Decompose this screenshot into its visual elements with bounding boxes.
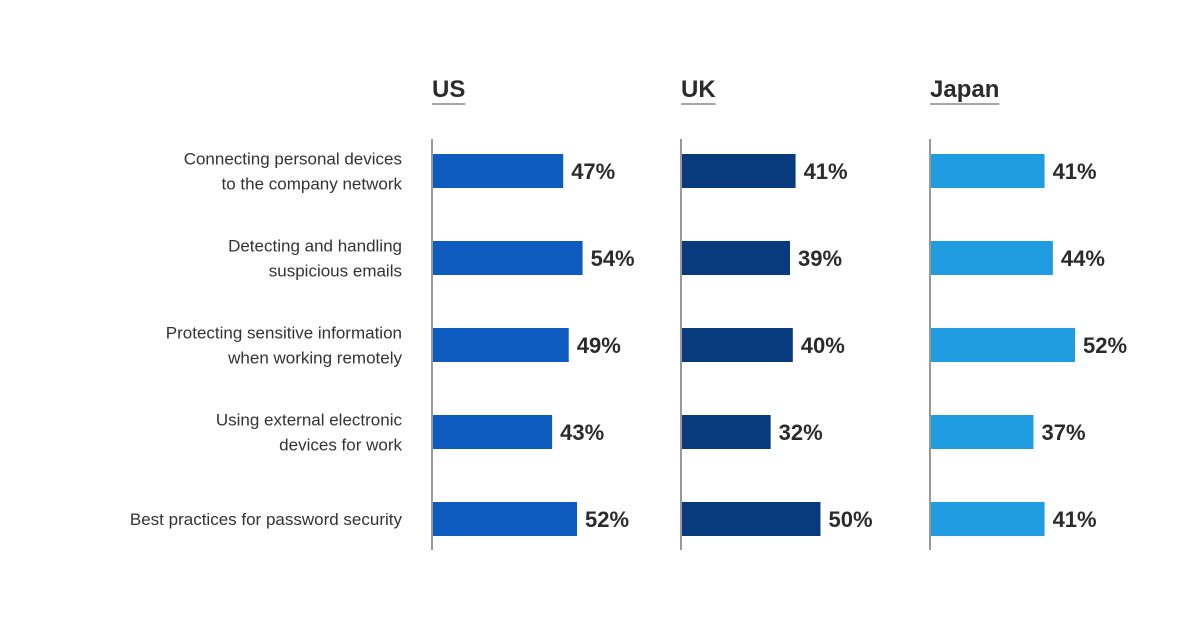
bar [433,154,564,188]
panel-title: Japan [930,76,999,103]
bar [682,328,793,362]
bar [682,502,821,536]
category-label: Best practices for password security [130,510,403,529]
data-label: 40% [801,333,845,358]
data-label: 37% [1041,420,1085,445]
bar [433,328,569,362]
bar [682,241,791,275]
category-label: when working remotely [227,349,402,368]
data-label: 43% [560,420,604,445]
category-label: Detecting and handling [228,237,402,256]
data-label: 52% [585,507,629,532]
category-label: Protecting sensitive information [166,324,402,343]
data-label: 41% [1053,159,1097,184]
data-label: 52% [1083,333,1127,358]
category-label: Using external electronic [216,411,403,430]
panel-us: US 47% 54% 49% 43% 52% [431,76,635,550]
panel-uk: UK 41% 39% 40% 32% 50% [680,76,873,550]
panel-japan: Japan 41% 44% 52% 37% 41% [929,76,1127,550]
bar [682,154,796,188]
bar [931,502,1045,536]
bar [433,502,578,536]
data-label: 54% [591,246,635,271]
bar [433,241,583,275]
bar [931,241,1053,275]
category-label: Connecting personal devices [184,150,402,169]
category-label: devices for work [279,436,402,455]
data-label: 50% [829,507,873,532]
data-label: 44% [1061,246,1105,271]
bar [682,415,771,449]
data-label: 47% [571,159,615,184]
data-label: 41% [1053,507,1097,532]
bar [433,415,553,449]
bar [931,328,1076,362]
data-label: 32% [779,420,823,445]
category-label: to the company network [222,175,403,194]
category-label: suspicious emails [269,262,402,281]
data-label: 41% [804,159,848,184]
data-label: 49% [577,333,621,358]
panel-title: US [432,76,465,103]
panel-title: UK [681,76,716,103]
data-label: 39% [798,246,842,271]
bar [931,154,1045,188]
bar [931,415,1034,449]
